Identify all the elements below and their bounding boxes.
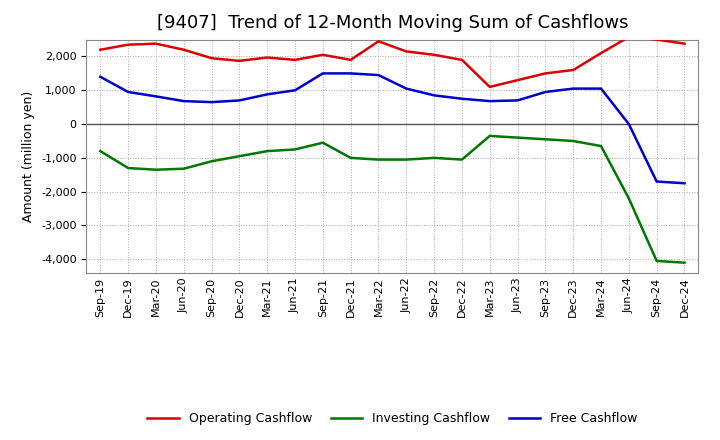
- Operating Cashflow: [597, 51, 606, 56]
- Free Cashflow: [179, 99, 188, 104]
- Operating Cashflow: [235, 58, 243, 63]
- Investing Cashflow: [624, 196, 633, 201]
- Investing Cashflow: [374, 157, 383, 162]
- Operating Cashflow: [513, 77, 522, 83]
- Free Cashflow: [541, 89, 550, 95]
- Free Cashflow: [569, 86, 577, 91]
- Investing Cashflow: [430, 155, 438, 161]
- Free Cashflow: [318, 71, 327, 76]
- Operating Cashflow: [402, 49, 410, 54]
- Free Cashflow: [152, 94, 161, 99]
- Operating Cashflow: [680, 41, 689, 46]
- Free Cashflow: [458, 96, 467, 101]
- Free Cashflow: [291, 88, 300, 93]
- Investing Cashflow: [346, 155, 355, 161]
- Line: Investing Cashflow: Investing Cashflow: [100, 136, 685, 263]
- Investing Cashflow: [263, 148, 271, 154]
- Investing Cashflow: [652, 258, 661, 264]
- Operating Cashflow: [318, 52, 327, 58]
- Investing Cashflow: [541, 137, 550, 142]
- Operating Cashflow: [374, 39, 383, 44]
- Investing Cashflow: [569, 138, 577, 143]
- Y-axis label: Amount (million yen): Amount (million yen): [22, 91, 35, 222]
- Operating Cashflow: [569, 67, 577, 73]
- Free Cashflow: [430, 93, 438, 98]
- Free Cashflow: [680, 180, 689, 186]
- Operating Cashflow: [179, 47, 188, 52]
- Investing Cashflow: [124, 165, 132, 171]
- Investing Cashflow: [179, 166, 188, 171]
- Operating Cashflow: [207, 55, 216, 61]
- Operating Cashflow: [124, 42, 132, 48]
- Operating Cashflow: [541, 71, 550, 76]
- Operating Cashflow: [346, 57, 355, 62]
- Operating Cashflow: [458, 57, 467, 62]
- Operating Cashflow: [624, 34, 633, 40]
- Line: Operating Cashflow: Operating Cashflow: [100, 37, 685, 87]
- Free Cashflow: [485, 99, 494, 104]
- Free Cashflow: [96, 74, 104, 79]
- Free Cashflow: [402, 86, 410, 91]
- Investing Cashflow: [485, 133, 494, 139]
- Free Cashflow: [374, 73, 383, 78]
- Investing Cashflow: [291, 147, 300, 152]
- Free Cashflow: [235, 98, 243, 103]
- Investing Cashflow: [458, 157, 467, 162]
- Free Cashflow: [513, 98, 522, 103]
- Operating Cashflow: [485, 84, 494, 90]
- Legend: Operating Cashflow, Investing Cashflow, Free Cashflow: Operating Cashflow, Investing Cashflow, …: [143, 407, 642, 430]
- Free Cashflow: [652, 179, 661, 184]
- Investing Cashflow: [402, 157, 410, 162]
- Operating Cashflow: [152, 41, 161, 46]
- Operating Cashflow: [430, 52, 438, 58]
- Investing Cashflow: [152, 167, 161, 172]
- Free Cashflow: [124, 89, 132, 95]
- Title: [9407]  Trend of 12-Month Moving Sum of Cashflows: [9407] Trend of 12-Month Moving Sum of C…: [157, 15, 628, 33]
- Investing Cashflow: [680, 260, 689, 265]
- Investing Cashflow: [513, 135, 522, 140]
- Investing Cashflow: [235, 154, 243, 159]
- Investing Cashflow: [207, 159, 216, 164]
- Line: Free Cashflow: Free Cashflow: [100, 73, 685, 183]
- Investing Cashflow: [597, 143, 606, 149]
- Free Cashflow: [346, 71, 355, 76]
- Free Cashflow: [207, 99, 216, 105]
- Investing Cashflow: [318, 140, 327, 145]
- Free Cashflow: [263, 92, 271, 97]
- Free Cashflow: [624, 121, 633, 127]
- Free Cashflow: [597, 86, 606, 91]
- Operating Cashflow: [263, 55, 271, 60]
- Operating Cashflow: [652, 37, 661, 42]
- Operating Cashflow: [96, 47, 104, 52]
- Investing Cashflow: [96, 148, 104, 154]
- Operating Cashflow: [291, 57, 300, 62]
